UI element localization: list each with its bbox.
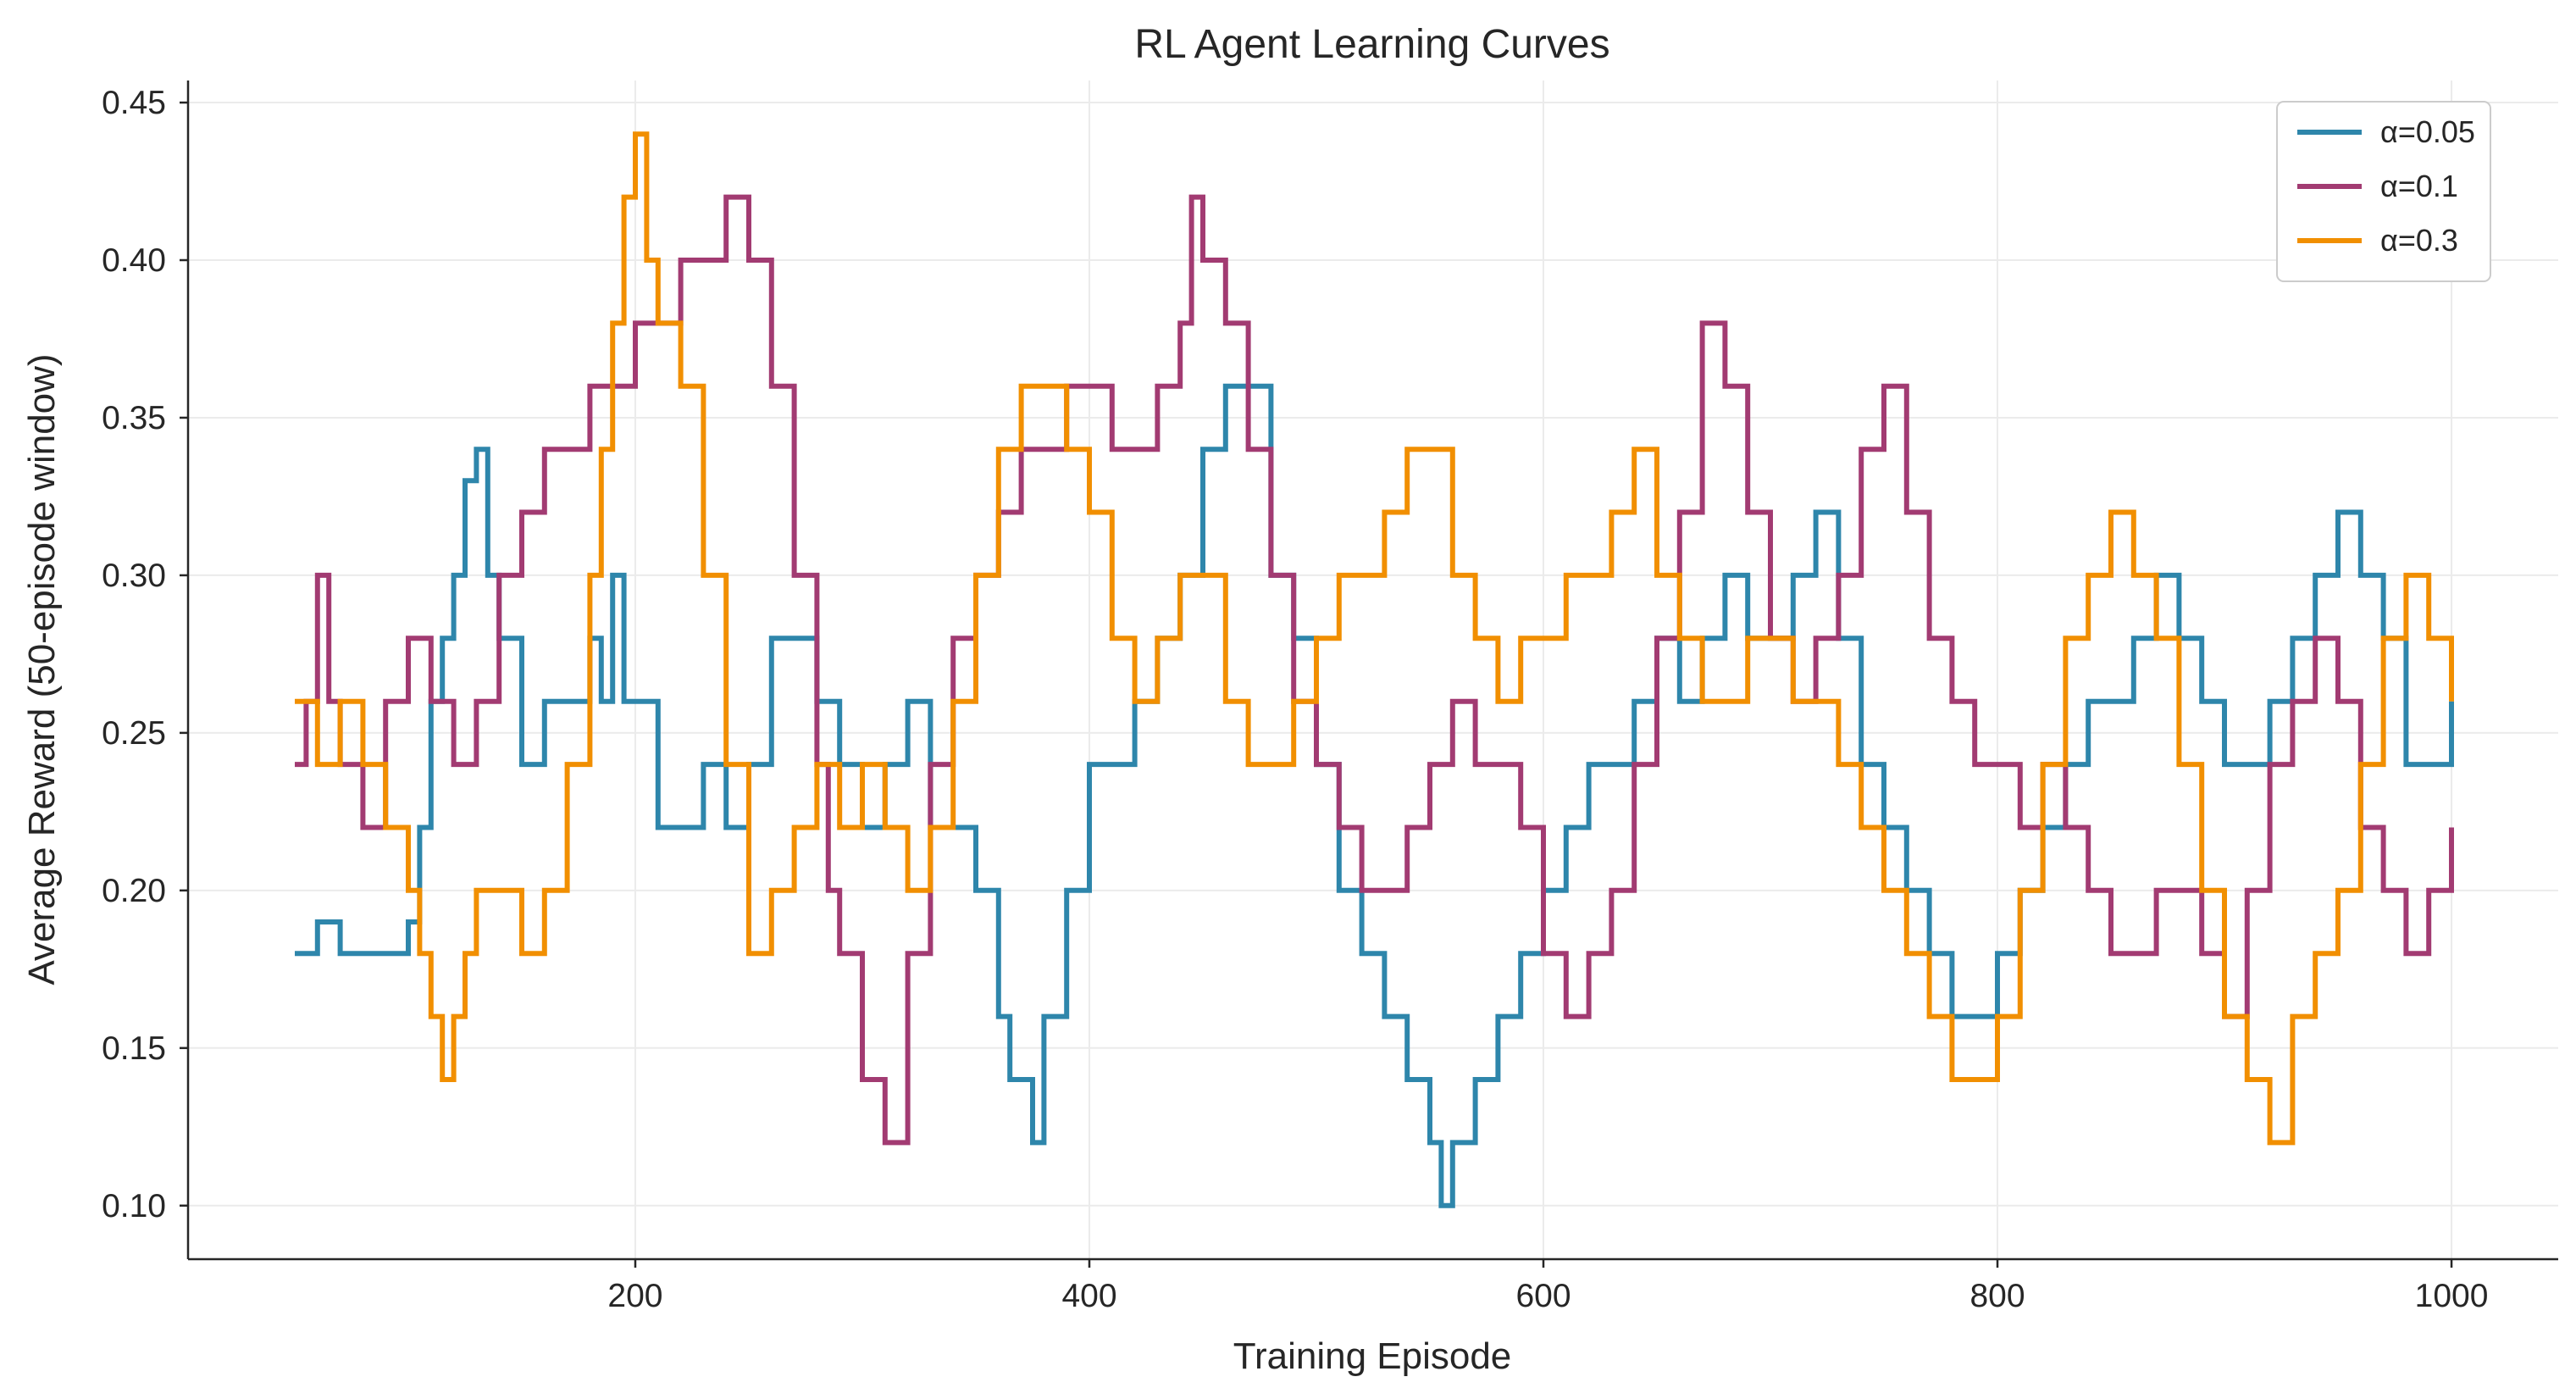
y-tick-label: 0.45 (102, 85, 166, 121)
chart-title: RL Agent Learning Curves (1134, 22, 1609, 67)
x-tick-label: 1000 (2415, 1278, 2489, 1314)
series-line-2 (295, 194, 2454, 1146)
x-tick-label: 200 (607, 1278, 662, 1314)
y-axis-title: Average Reward (50-episode window) (21, 353, 63, 985)
x-tick-label: 800 (1969, 1278, 2025, 1314)
series-line-1 (295, 383, 2454, 1208)
y-tick-label: 0.40 (102, 242, 166, 279)
y-tick-label: 0.10 (102, 1188, 166, 1224)
axes-layer (186, 80, 2558, 1261)
x-axis-title: Training Episode (1233, 1335, 1512, 1377)
legend-label-2: α=0.1 (2380, 169, 2458, 203)
y-tick-label: 0.15 (102, 1030, 166, 1067)
y-tick-label: 0.35 (102, 400, 166, 436)
legend: α=0.05 α=0.1 α=0.3 (2276, 101, 2491, 282)
y-tick-label: 0.20 (102, 873, 166, 909)
ticks-layer: 200 400 600 800 1000 0.10 0.15 0.20 0.25 0.30 0.35… (102, 85, 2488, 1314)
series-layer (295, 131, 2454, 1208)
legend-label-1: α=0.05 (2380, 114, 2475, 149)
y-tick-label: 0.25 (102, 715, 166, 752)
series-line-3 (295, 131, 2454, 1146)
x-tick-label: 400 (1061, 1278, 1116, 1314)
y-tick-label: 0.30 (102, 558, 166, 594)
x-tick-label: 600 (1515, 1278, 1571, 1314)
legend-label-3: α=0.3 (2380, 223, 2458, 258)
legend-frame (2276, 101, 2491, 282)
